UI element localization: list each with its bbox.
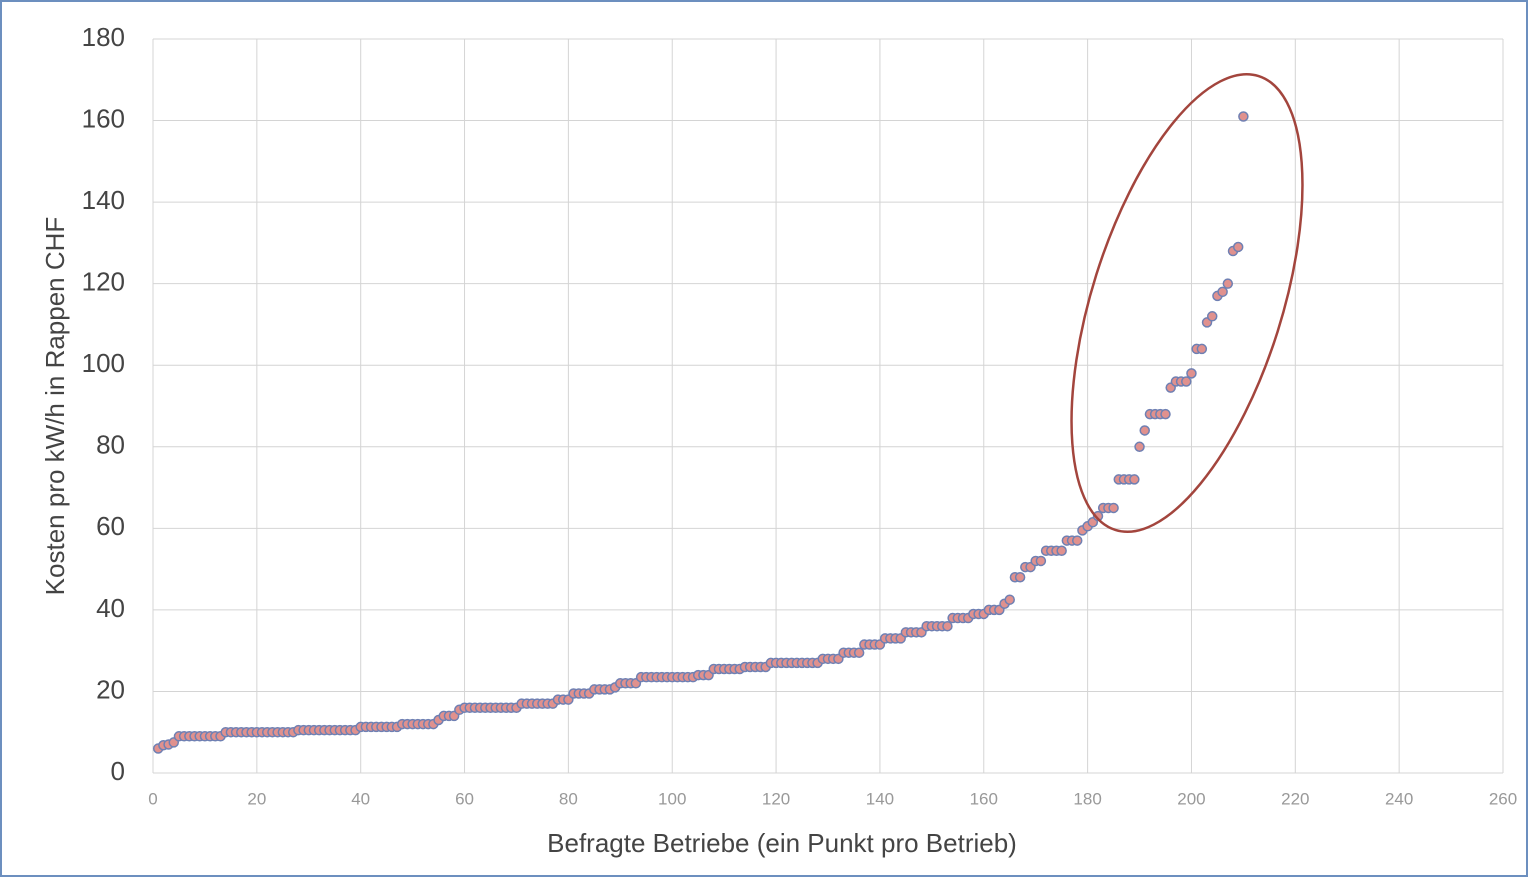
point — [1129, 474, 1140, 485]
y-tick-label: 40 — [96, 593, 125, 623]
point — [1160, 408, 1171, 420]
y-tick-label: 180 — [82, 22, 125, 52]
point — [1238, 111, 1249, 122]
point — [1014, 572, 1026, 583]
y-tick-label: 0 — [111, 756, 125, 786]
y-tick-label: 120 — [82, 267, 125, 297]
highlight-ellipse — [1070, 72, 1304, 534]
grid — [152, 38, 1504, 774]
point — [1196, 343, 1208, 355]
x-tick-label: 260 — [1489, 789, 1517, 808]
point — [1134, 441, 1145, 453]
point — [1186, 368, 1197, 379]
x-tick-label: 220 — [1281, 789, 1309, 808]
point — [1206, 311, 1218, 322]
point — [1181, 376, 1192, 387]
x-tick-label: 160 — [970, 789, 998, 808]
x-tick-label: 40 — [351, 789, 370, 808]
point — [942, 620, 953, 632]
point — [1035, 555, 1047, 567]
x-tick-label: 200 — [1177, 789, 1205, 808]
point — [1232, 241, 1244, 253]
x-tick-label: 100 — [658, 789, 686, 808]
y-tick-label: 140 — [82, 185, 125, 215]
x-tick-label: 80 — [559, 789, 578, 808]
x-tick-label: 240 — [1385, 789, 1413, 808]
x-tick-label: 60 — [455, 789, 474, 808]
y-tick-label: 20 — [96, 674, 125, 704]
point — [1217, 286, 1228, 298]
x-tick-label: 120 — [762, 789, 790, 808]
x-axis-label: Befragte Betriebe (ein Punkt pro Betrieb… — [547, 828, 1017, 858]
point — [1056, 545, 1067, 557]
x-tick-label: 140 — [866, 789, 894, 808]
point — [1071, 535, 1083, 546]
point — [853, 647, 865, 658]
x-tick-label: 180 — [1073, 789, 1101, 808]
point — [1139, 425, 1150, 436]
x-tick-label: 20 — [247, 789, 266, 808]
y-tick-label: 60 — [96, 511, 125, 541]
y-tick-label: 80 — [96, 430, 125, 460]
points — [152, 111, 1249, 754]
x-tick-label: 0 — [148, 789, 157, 808]
point — [1108, 502, 1119, 514]
point — [1222, 278, 1234, 289]
y-axis-label: Kosten pro kW/h in Rappen CHF — [40, 217, 70, 596]
y-tick-label: 100 — [82, 348, 125, 378]
point — [1004, 594, 1015, 605]
y-tick-label: 160 — [82, 103, 125, 133]
